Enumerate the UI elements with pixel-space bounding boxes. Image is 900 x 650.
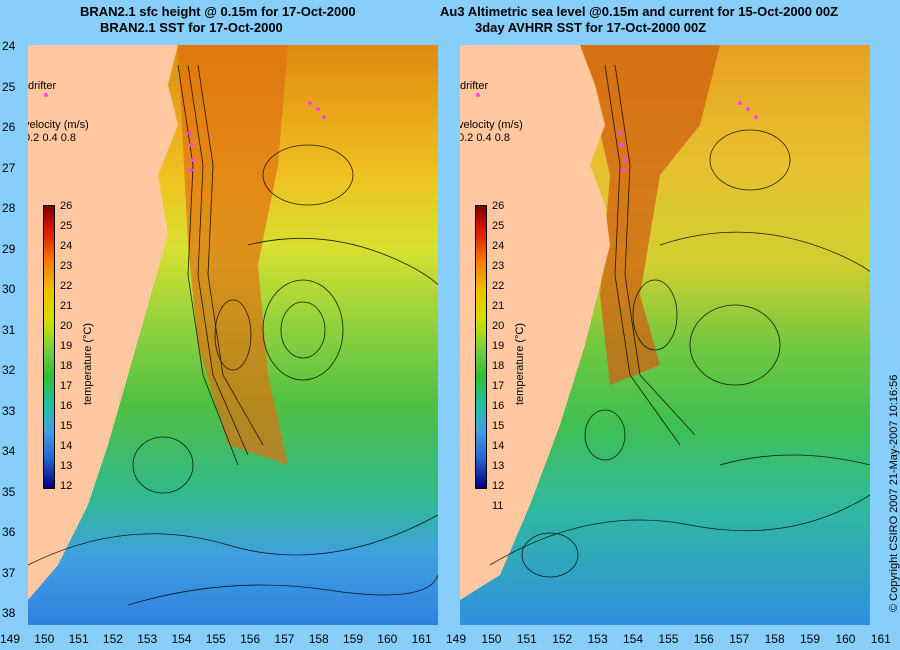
right-colorbar-label: temperature (°C) <box>514 322 526 405</box>
colorbar-tick: 18 <box>492 360 505 372</box>
left-land <box>28 45 178 600</box>
right-velocity-label: velocity (m/s) <box>460 119 523 131</box>
x-axis-tick: 156 <box>240 632 261 646</box>
colorbar-tick: 19 <box>492 340 505 352</box>
x-axis-tick: 157 <box>274 632 295 646</box>
x-axis-tick: 153 <box>587 632 608 646</box>
y-axis-tick: 37 <box>2 565 16 580</box>
colorbar-tick: 19 <box>60 340 73 352</box>
colorbar-tick: 13 <box>60 460 73 472</box>
colorbar-tick: 17 <box>60 380 73 392</box>
colorbar-tick: 13 <box>492 460 505 472</box>
x-axis-tick: 159 <box>343 632 364 646</box>
colorbar-tick: 14 <box>60 440 73 452</box>
y-axis-tick: 26 <box>2 120 16 134</box>
left-velocity-label: velocity (m/s) <box>28 119 89 131</box>
right-drifter-label: drifter <box>460 80 489 92</box>
y-axis-tick: 34 <box>2 444 16 458</box>
left-velocity-scale: 0.2 0.4 0.8 <box>28 132 76 144</box>
y-axis-tick: 35 <box>2 484 16 499</box>
y-axis-tick: 30 <box>2 282 16 296</box>
colorbar-tick: 17 <box>492 380 505 392</box>
y-axis-tick: 31 <box>2 322 16 337</box>
colorbar-tick: 25 <box>492 220 505 232</box>
colorbar-tick: 26 <box>60 200 73 212</box>
colorbar-tick: 15 <box>60 420 73 432</box>
colorbar-tick: 16 <box>60 400 73 412</box>
right-sst-map <box>460 45 870 625</box>
colorbar-tick: 12 <box>492 480 505 492</box>
right-velocity-scale: 0.2 0.4 0.8 <box>460 132 510 144</box>
x-axis-tick: 158 <box>308 632 329 646</box>
x-axis-tick: 151 <box>516 632 537 646</box>
x-axis-tick: 160 <box>835 632 856 646</box>
right-title-line1: Au3 Altimetric sea level @0.15m and curr… <box>440 4 839 19</box>
colorbar-tick: 23 <box>60 260 73 272</box>
x-axis-tick: 150 <box>34 632 55 646</box>
x-axis-tick: 154 <box>623 632 644 646</box>
colorbar-tick: 25 <box>60 220 73 232</box>
left-drifter-label: drifter <box>28 80 57 92</box>
right-land <box>460 45 610 600</box>
left-colorbar <box>43 205 55 489</box>
colorbar-tick: 18 <box>60 360 73 372</box>
y-axis-tick: 33 <box>2 403 16 418</box>
left-sst-map <box>28 45 438 625</box>
x-axis-tick: 152 <box>552 632 573 646</box>
colorbar-tick: 12 <box>60 480 73 492</box>
colorbar-tick: 24 <box>492 240 505 252</box>
y-axis-tick: 25 <box>2 79 16 94</box>
y-axis-tick: 28 <box>2 201 16 215</box>
colorbar-tick: 22 <box>492 280 505 292</box>
x-axis-tick: 161 <box>870 632 891 646</box>
x-axis-tick: 155 <box>205 632 226 646</box>
x-axis-tick: 152 <box>102 632 123 646</box>
x-axis-tick: 157 <box>729 632 750 646</box>
x-axis-tick: 154 <box>171 632 192 646</box>
left-title-line2: BRAN2.1 SST for 17-Oct-2000 <box>100 20 283 35</box>
colorbar-tick: 22 <box>60 280 73 292</box>
right-drifter-tracks <box>476 93 758 172</box>
colorbar-tick: 11 <box>492 500 504 512</box>
colorbar-tick: 20 <box>60 320 73 332</box>
x-axis-tick: 153 <box>137 632 158 646</box>
colorbar-tick: 15 <box>492 420 505 432</box>
x-axis-tick: 158 <box>764 632 785 646</box>
x-axis-tick: 155 <box>658 632 679 646</box>
left-colorbar-label: temperature (°C) <box>82 322 94 405</box>
x-axis-tick: 149 <box>0 632 21 646</box>
left-map-panel: drifter velocity (m/s) 0.2 0.4 0.8 26 25 2… <box>28 45 438 625</box>
left-title-line1: BRAN2.1 sfc height @ 0.15m for 17-Oct-20… <box>80 4 356 19</box>
y-axis-tick: 32 <box>2 363 16 377</box>
x-axis-tick: 156 <box>693 632 714 646</box>
x-axis-tick: 159 <box>800 632 821 646</box>
x-axis-tick: 149 <box>446 632 467 646</box>
y-axis-tick: 38 <box>2 606 16 620</box>
colorbar-tick: 26 <box>492 200 505 212</box>
right-map-panel: drifter velocity (m/s) 0.2 0.4 0.8 26 25 2… <box>460 45 870 625</box>
y-axis-tick: 29 <box>2 241 16 256</box>
x-axis-tick: 161 <box>411 632 432 646</box>
colorbar-tick: 20 <box>492 320 505 332</box>
x-axis-tick: 160 <box>377 632 398 646</box>
x-axis-tick: 151 <box>68 632 89 646</box>
copyright-text: © Copyright CSIRO 2007 21-May-2007 10:16… <box>888 374 900 612</box>
colorbar-tick: 14 <box>492 440 505 452</box>
x-axis-tick: 150 <box>481 632 502 646</box>
colorbar-tick: 24 <box>60 240 73 252</box>
right-colorbar <box>475 205 487 489</box>
colorbar-tick: 23 <box>492 260 505 272</box>
left-drifter-tracks <box>44 93 326 172</box>
colorbar-tick: 16 <box>492 400 505 412</box>
right-title-line2: 3day AVHRR SST for 17-Oct-2000 00Z <box>475 20 707 35</box>
y-axis-tick: 27 <box>2 160 16 175</box>
colorbar-tick: 21 <box>492 300 505 312</box>
y-axis-tick: 36 <box>2 525 16 539</box>
colorbar-tick: 21 <box>60 300 73 312</box>
y-axis-tick: 24 <box>2 39 16 53</box>
